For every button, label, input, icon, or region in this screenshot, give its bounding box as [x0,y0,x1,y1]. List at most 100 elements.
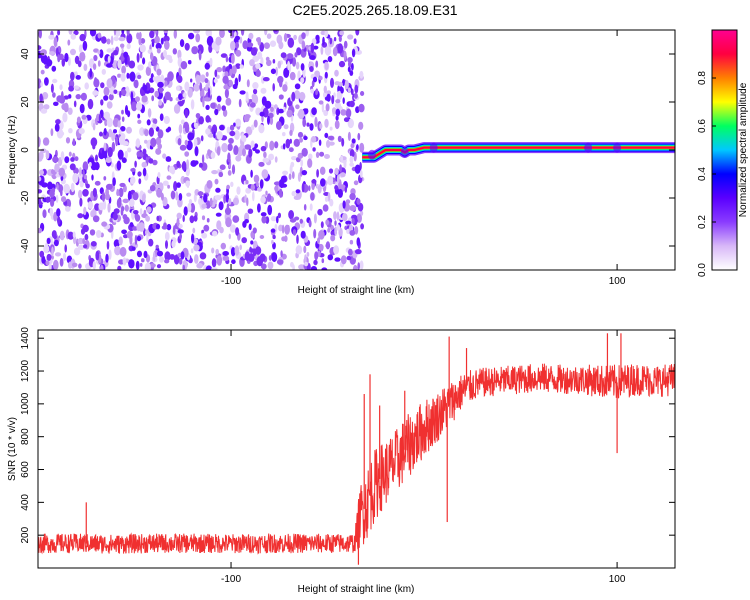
noise-blob [312,147,316,152]
noise-blob [181,90,184,95]
noise-blob [277,60,282,69]
noise-blob [101,221,108,227]
noise-blob [40,81,43,88]
noise-blob [54,252,62,257]
noise-blob [106,63,113,68]
noise-blob [210,151,216,159]
noise-blob [353,92,358,99]
noise-blob [322,36,325,46]
noise-blob [268,255,272,261]
noise-blob [228,137,234,144]
noise-blob [309,123,314,131]
noise-blob [113,129,117,134]
noise-blob [218,171,224,178]
noise-blob [308,219,312,228]
noise-blob [142,148,147,155]
noise-blob [201,232,208,239]
noise-blob [296,47,302,56]
noise-blob [311,179,317,184]
noise-blob [310,266,318,270]
noise-blob [221,142,228,153]
noise-blob [274,184,279,194]
noise-blob [157,81,164,88]
noise-blob [351,217,355,225]
noise-blob [151,123,157,130]
noise-blob [38,78,42,89]
noise-blob [199,82,203,92]
noise-blob [205,84,208,92]
noise-blob [64,156,70,164]
noise-blob [336,174,340,184]
noise-blob [252,227,257,234]
snr-plot-area [38,333,675,565]
noise-blob [268,112,274,119]
snr-y-axis: 200 400 600 800 1000 1200 1400 [20,327,675,544]
noise-blob [187,132,195,141]
noise-blob [177,229,184,234]
noise-blob [84,82,89,90]
noise-blob [79,51,86,62]
noise-blob [316,37,320,43]
noise-blob [110,162,114,168]
noise-blob [245,180,249,185]
noise-blob [297,131,304,138]
noise-blob [152,251,156,262]
noise-blob [121,229,127,235]
noise-blob [119,182,126,188]
noise-blob [235,49,242,57]
noise-blob [93,78,100,88]
noise-blob [111,141,116,152]
noise-blob [308,185,311,192]
noise-blob [50,198,55,207]
noise-blob [314,70,321,78]
noise-blob [301,40,306,50]
noise-blob [339,30,345,36]
noise-blob [176,160,181,168]
noise-blob [56,182,59,190]
noise-blob [222,75,229,85]
noise-blob [336,224,340,232]
noise-blob [108,128,113,138]
noise-blob [353,38,357,45]
noise-blob [340,155,344,163]
noise-blob [157,172,161,179]
noise-blob [283,106,286,112]
noise-blob [289,129,293,136]
noise-blob [282,170,289,176]
noise-blob [121,116,125,122]
noise-blob [244,114,251,119]
noise-blob [170,190,176,200]
noise-blob [309,55,316,60]
noise-blob [90,241,97,247]
noise-blob [114,245,121,256]
noise-blob [65,137,71,144]
noise-blob [278,94,284,100]
noise-blob [216,255,223,266]
noise-blob [63,102,69,113]
noise-blob [156,264,162,269]
noise-blob [345,108,352,118]
noise-blob [342,78,345,87]
noise-blob [333,245,340,255]
noise-blob [283,67,290,78]
y-tick-label: 40 [20,48,31,60]
noise-blob [178,124,183,134]
noise-blob [215,212,222,217]
noise-blob [323,91,328,99]
noise-blob [164,231,170,241]
noise-blob [185,166,190,177]
noise-blob [162,180,169,186]
noise-blob [92,215,100,223]
noise-blob [299,218,303,224]
noise-blob [118,187,124,198]
noise-blob [135,138,141,148]
noise-blob [274,156,278,163]
noise-blob [300,230,306,239]
noise-blob [82,189,89,197]
noise-blob [211,127,215,134]
noise-blob [301,147,308,157]
noise-blob [167,184,171,189]
noise-blob [99,131,103,137]
noise-blob [193,193,197,203]
noise-blob [194,122,199,129]
